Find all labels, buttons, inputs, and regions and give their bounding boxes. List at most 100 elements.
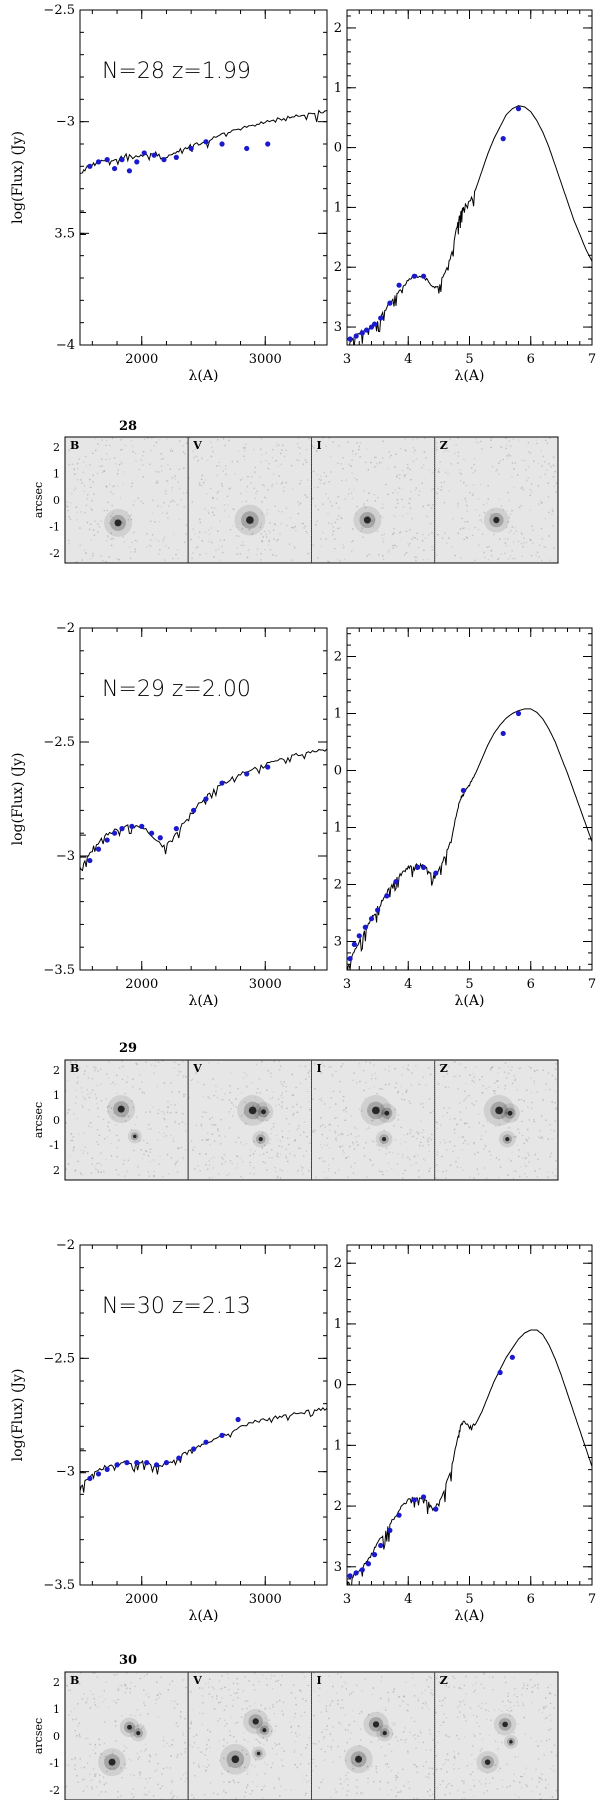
noise-pixel [382, 541, 385, 543]
noise-pixel [130, 485, 133, 488]
noise-pixel [78, 1722, 80, 1724]
noise-pixel [167, 464, 169, 466]
noise-pixel [209, 1118, 211, 1120]
noise-pixel [429, 1733, 431, 1735]
noise-pixel [510, 445, 512, 447]
noise-pixel [264, 549, 266, 551]
noise-pixel [305, 496, 308, 498]
noise-pixel [224, 444, 226, 447]
noise-pixel [286, 524, 288, 527]
noise-pixel [428, 1098, 431, 1100]
noise-pixel [371, 520, 373, 522]
noise-pixel [241, 1092, 243, 1094]
noise-pixel [317, 557, 319, 559]
noise-pixel [285, 1085, 287, 1088]
x-axis-label: λ(A) [189, 368, 219, 384]
noise-pixel [453, 1763, 455, 1766]
noise-pixel [486, 502, 488, 505]
noise-pixel [221, 1773, 223, 1775]
noise-pixel [235, 1740, 237, 1743]
stamp-tick-label: -1 [49, 521, 60, 534]
noise-pixel [410, 479, 412, 481]
noise-pixel [231, 1163, 233, 1165]
noise-pixel [184, 1748, 187, 1750]
noise-pixel [424, 437, 426, 440]
noise-pixel [474, 1153, 476, 1155]
noise-pixel [329, 501, 331, 503]
noise-pixel [185, 1076, 187, 1078]
noise-pixel [199, 442, 201, 445]
noise-pixel [198, 536, 200, 538]
noise-pixel [389, 456, 391, 459]
noise-pixel [263, 1743, 265, 1746]
noise-pixel [91, 509, 93, 511]
photometry-point [191, 1446, 197, 1452]
noise-pixel [440, 486, 443, 488]
noise-pixel [236, 1155, 239, 1158]
y-tick-label: 2 [334, 650, 342, 665]
noise-pixel [119, 497, 121, 499]
noise-pixel [175, 478, 177, 481]
noise-pixel [396, 474, 399, 476]
noise-pixel [149, 1161, 152, 1163]
noise-pixel [81, 1104, 83, 1106]
noise-pixel [334, 547, 336, 550]
noise-pixel [444, 1734, 447, 1736]
noise-pixel [190, 1079, 193, 1081]
noise-pixel [105, 1783, 107, 1785]
noise-pixel [420, 1141, 422, 1143]
noise-pixel [320, 1711, 323, 1713]
noise-pixel [145, 1061, 147, 1063]
noise-pixel [407, 1156, 409, 1158]
noise-pixel [438, 1681, 441, 1684]
noise-pixel [176, 1796, 178, 1798]
noise-pixel [444, 1762, 446, 1764]
noise-pixel [275, 1170, 277, 1173]
y-tick-label: 3 [334, 320, 342, 335]
noise-pixel [512, 541, 515, 543]
noise-pixel [462, 1142, 465, 1144]
noise-pixel [278, 1069, 281, 1071]
noise-pixel [428, 1708, 430, 1710]
noise-pixel [246, 1086, 248, 1088]
noise-pixel [107, 1121, 110, 1123]
noise-pixel [132, 445, 134, 447]
noise-pixel [290, 464, 293, 467]
noise-pixel [263, 1144, 266, 1147]
noise-pixel [340, 517, 342, 519]
x-tick-label: 6 [527, 1592, 535, 1607]
noise-pixel [463, 1716, 466, 1718]
noise-pixel [99, 1743, 101, 1746]
noise-pixel [494, 515, 497, 518]
noise-pixel [427, 1138, 429, 1140]
noise-pixel [447, 1759, 450, 1761]
noise-pixel [395, 506, 397, 509]
noise-pixel [517, 1128, 519, 1131]
noise-pixel [417, 1699, 420, 1702]
noise-pixel [414, 449, 416, 451]
photometry-point [393, 879, 399, 885]
noise-pixel [237, 1087, 239, 1090]
noise-pixel [136, 1722, 139, 1725]
photometry-point [347, 1573, 353, 1579]
noise-pixel [484, 1145, 487, 1148]
noise-pixel [437, 1083, 440, 1085]
noise-pixel [555, 1063, 557, 1065]
noise-pixel [409, 1731, 411, 1734]
stamp-tick-label: 2 [53, 441, 60, 454]
noise-pixel [210, 441, 212, 444]
noise-pixel [382, 507, 384, 509]
noise-pixel [552, 510, 554, 512]
noise-pixel [143, 1750, 146, 1752]
noise-pixel [329, 1123, 332, 1126]
noise-pixel [414, 1738, 417, 1740]
plot-frame [346, 1244, 593, 1586]
noise-pixel [543, 1754, 545, 1756]
noise-pixel [484, 1783, 487, 1785]
noise-pixel [73, 1147, 75, 1149]
stamp-number: 28 [119, 419, 137, 434]
noise-pixel [136, 1116, 138, 1118]
noise-pixel [401, 1074, 403, 1076]
noise-pixel [66, 504, 68, 507]
noise-pixel [535, 554, 537, 557]
